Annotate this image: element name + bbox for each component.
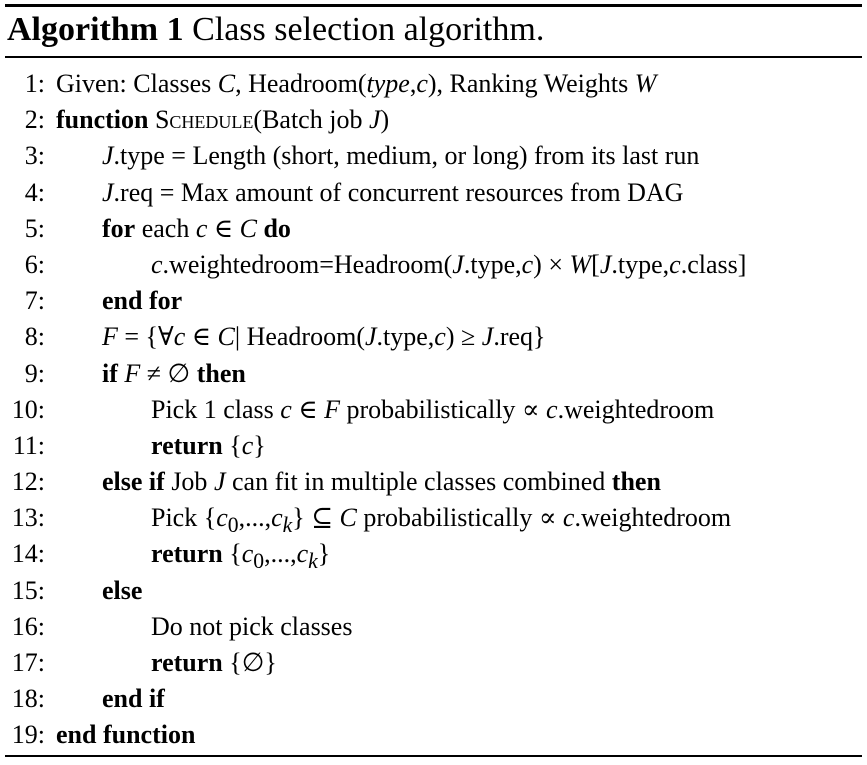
algorithm-caption: Class selection algorithm. <box>192 11 545 48</box>
algorithm-block: Algorithm 1 Class selection algorithm. 1… <box>5 4 862 760</box>
algorithm-line: 12: else if Job J can fit in multiple cl… <box>5 464 862 500</box>
algorithm-line: 4: J.req = Max amount of concurrent reso… <box>5 175 862 211</box>
algorithm-line: 1: Given: Classes C, Headroom(type,c), R… <box>5 66 862 102</box>
line-number: 5: <box>24 213 45 243</box>
line-number: 10: <box>11 394 45 424</box>
line-number: 19: <box>11 720 45 750</box>
line-number: 8: <box>24 322 45 352</box>
line-number: 13: <box>11 503 45 533</box>
line-code: Given: Classes C, Headroom(type,c), Rank… <box>56 69 657 98</box>
line-code: J.type = Length (short, medium, or long)… <box>102 141 700 171</box>
algorithm-line: 14: return {c0,...,ck} <box>5 536 862 573</box>
line-code: return {∅} <box>151 648 277 677</box>
line-number: 18: <box>11 684 45 714</box>
line-code: return {c0,...,ck} <box>151 539 331 574</box>
algorithm-line: 5: for each c ∈ C do <box>5 211 862 247</box>
algorithm-line: 6: c.weightedroom=Headroom(J.type,c) × W… <box>5 247 862 283</box>
line-number: 15: <box>11 575 45 605</box>
line-number: 7: <box>24 286 45 316</box>
algorithm-line: 10: Pick 1 class c ∈ F probabilistically… <box>5 392 862 428</box>
line-number: 1: <box>24 69 45 98</box>
line-number: 12: <box>11 467 45 497</box>
algorithm-title: Algorithm 1 Class selection algorithm. <box>7 10 544 50</box>
line-number: 17: <box>11 648 45 677</box>
algorithm-line: 17: return {∅} <box>5 645 862 681</box>
line-code: function Schedule(Batch job J) <box>56 105 390 135</box>
top-rule <box>5 4 862 7</box>
algorithm-label: Algorithm 1 <box>7 11 184 48</box>
line-code: else <box>102 575 143 605</box>
algorithm-line: 19: end function <box>5 717 862 753</box>
line-code: else if Job J can fit in multiple classe… <box>102 467 661 497</box>
line-code: end function <box>56 720 196 750</box>
algorithm-line: 15: else <box>5 573 862 609</box>
algorithm-line: 11: return {c} <box>5 428 862 464</box>
line-number: 16: <box>11 611 45 641</box>
line-code: F = {∀c ∈ C| Headroom(J.type,c) ≥ J.req} <box>102 322 546 352</box>
bottom-rule <box>5 755 862 757</box>
line-number: 6: <box>24 249 45 279</box>
line-code: for each c ∈ C do <box>102 213 291 243</box>
line-code: if F ≠ ∅ then <box>102 358 246 388</box>
algorithm-line: 7: end for <box>5 283 862 319</box>
line-code: Pick {c0,...,ck} ⊆ C probabilistically ∝… <box>151 503 732 538</box>
line-number: 14: <box>11 539 45 569</box>
line-number: 4: <box>24 177 45 207</box>
algorithm-line: 13: Pick {c0,...,ck} ⊆ C probabilistical… <box>5 500 862 537</box>
title-rule <box>5 56 862 58</box>
algorithm-line: 3: J.type = Length (short, medium, or lo… <box>5 138 862 174</box>
line-code: J.req = Max amount of concurrent resourc… <box>102 177 684 207</box>
algorithm-line: 2: function Schedule(Batch job J) <box>5 102 862 138</box>
line-code: end for <box>102 286 183 316</box>
line-code: Pick 1 class c ∈ F probabilistically ∝ c… <box>151 394 715 424</box>
line-number: 9: <box>24 358 45 388</box>
algorithm-line: 18: end if <box>5 681 862 717</box>
algorithm-line: 8: F = {∀c ∈ C| Headroom(J.type,c) ≥ J.r… <box>5 319 862 355</box>
line-code: return {c} <box>151 430 266 460</box>
line-code: end if <box>102 684 165 714</box>
line-number: 11: <box>12 430 45 460</box>
algorithm-line: 16: Do not pick classes <box>5 609 862 645</box>
line-code: c.weightedroom=Headroom(J.type,c) × W[J.… <box>151 249 747 279</box>
algorithm-lines: 1: Given: Classes C, Headroom(type,c), R… <box>5 66 862 754</box>
line-number: 3: <box>24 141 45 171</box>
line-code: Do not pick classes <box>151 611 353 641</box>
algorithm-line: 9: if F ≠ ∅ then <box>5 356 862 392</box>
line-number: 2: <box>24 105 45 135</box>
